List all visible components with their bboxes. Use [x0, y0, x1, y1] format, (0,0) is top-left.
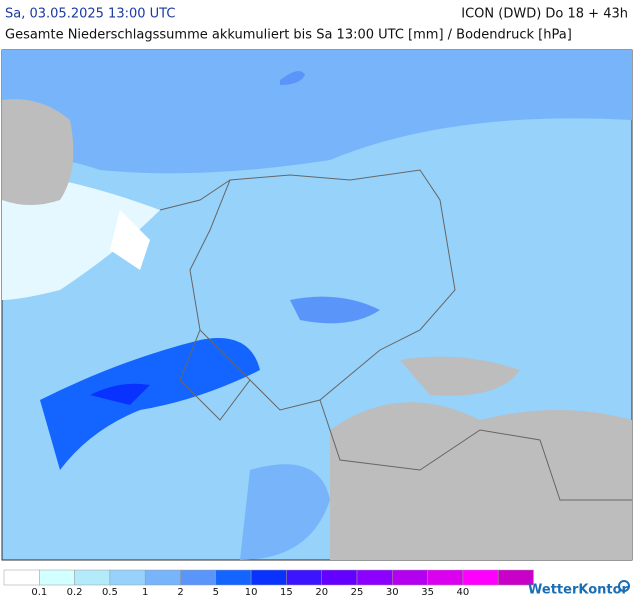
map: [1, 49, 633, 561]
legend-label: 25: [351, 587, 364, 598]
legend-swatch: [109, 569, 146, 586]
legend-swatch: [215, 569, 252, 586]
legend-swatch: [497, 569, 534, 586]
legend-swatch: [180, 569, 217, 586]
legend-swatch: [74, 569, 111, 586]
legend-swatch: [321, 569, 358, 586]
legend-swatch: [286, 569, 322, 586]
legend-swatch: [250, 569, 287, 586]
legend-swatch: [462, 569, 499, 586]
legend-label: 0.1: [31, 587, 47, 598]
legend-label: 5: [213, 587, 219, 598]
legend-swatch: [144, 569, 181, 586]
legend-label: 30: [386, 587, 399, 598]
legend-label: 35: [421, 587, 434, 598]
model-title: ICON (DWD) Do 18 + 43h: [461, 7, 628, 22]
legend-label: 1: [142, 587, 148, 598]
legend-label: 40: [457, 587, 470, 598]
legend-label: 0.5: [102, 587, 118, 598]
legend-swatch: [392, 569, 428, 586]
legend-label: 20: [315, 587, 328, 598]
date-title: Sa, 03.05.2025 13:00 UTC: [5, 7, 175, 22]
legend-swatch: [356, 569, 393, 586]
subtitle: Gesamte Niederschlagssumme akkumuliert b…: [5, 28, 572, 43]
legend-label: 2: [177, 587, 183, 598]
brand: WetterKontor: [528, 583, 629, 598]
legend: 0.1 0.2 0.5 1 2 5 10 15 20 25 30 35 40: [3, 569, 534, 598]
legend-label: 15: [280, 587, 293, 598]
legend-label: 0.2: [67, 587, 83, 598]
legend-swatch: [3, 569, 40, 586]
brand-logo: WetterKontor: [528, 580, 630, 598]
legend-label: 10: [245, 587, 258, 598]
legend-swatch: [427, 569, 464, 586]
legend-swatch: [39, 569, 75, 586]
